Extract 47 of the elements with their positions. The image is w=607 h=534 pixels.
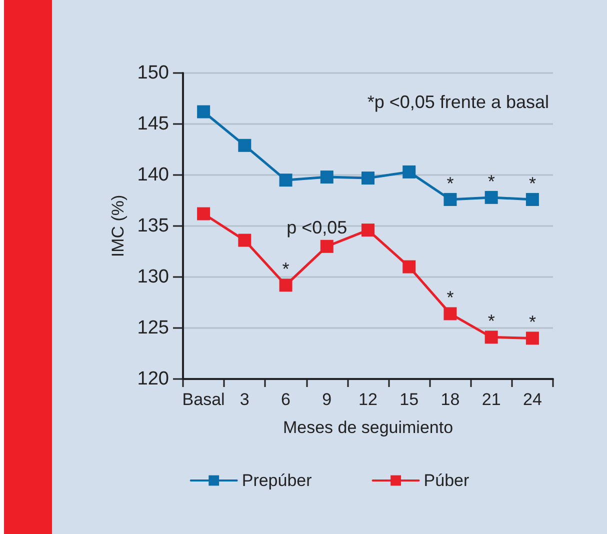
point xyxy=(238,234,252,247)
annotation: * xyxy=(282,259,290,280)
y-tick-label: 140 xyxy=(137,164,169,186)
annotation: * xyxy=(488,311,495,332)
y-tick-label: 150 xyxy=(137,62,169,84)
point xyxy=(402,165,416,178)
y-tick-label: 130 xyxy=(137,266,169,288)
legend-label: Púber xyxy=(424,471,470,490)
x-tick-label: 18 xyxy=(440,390,460,409)
annotation: * xyxy=(528,312,536,332)
point xyxy=(444,192,457,206)
annotation: * xyxy=(446,288,454,308)
y-tick-label: 125 xyxy=(137,318,169,338)
x-tick-label: 3 xyxy=(240,390,250,409)
annotation: *p <0,05 frente a basal xyxy=(367,92,550,112)
point xyxy=(526,192,539,206)
x-tick-label: 15 xyxy=(400,390,419,409)
point xyxy=(279,278,292,292)
annotation: * xyxy=(528,173,536,194)
legend-label: Prepúber xyxy=(242,471,312,490)
y-axis-title: IMC (%) xyxy=(108,194,128,258)
annotation: p <0,05 xyxy=(286,217,348,238)
point xyxy=(526,332,539,345)
x-tick-label: 24 xyxy=(522,390,542,409)
x-tick-label: Basal xyxy=(182,390,225,409)
x-tick-label: 12 xyxy=(358,390,378,409)
x-tick-label: 6 xyxy=(281,390,291,409)
point xyxy=(444,307,457,320)
point xyxy=(484,330,498,344)
point xyxy=(279,174,292,187)
point xyxy=(362,172,374,185)
point xyxy=(362,224,374,237)
y-tick-label: 145 xyxy=(137,114,169,134)
x-tick-label: 9 xyxy=(322,390,332,409)
annotation: * xyxy=(488,171,495,192)
point xyxy=(320,170,334,184)
point xyxy=(197,207,210,220)
point xyxy=(402,260,416,274)
x-tick-label: 21 xyxy=(482,390,501,409)
annotation: * xyxy=(446,173,454,194)
point xyxy=(238,138,252,152)
point xyxy=(197,105,210,118)
point xyxy=(320,240,334,253)
y-tick-label: 120 xyxy=(137,368,169,390)
x-axis-title: Meses de seguimiento xyxy=(282,418,454,437)
point xyxy=(484,190,498,204)
y-tick-label: 135 xyxy=(137,216,169,236)
